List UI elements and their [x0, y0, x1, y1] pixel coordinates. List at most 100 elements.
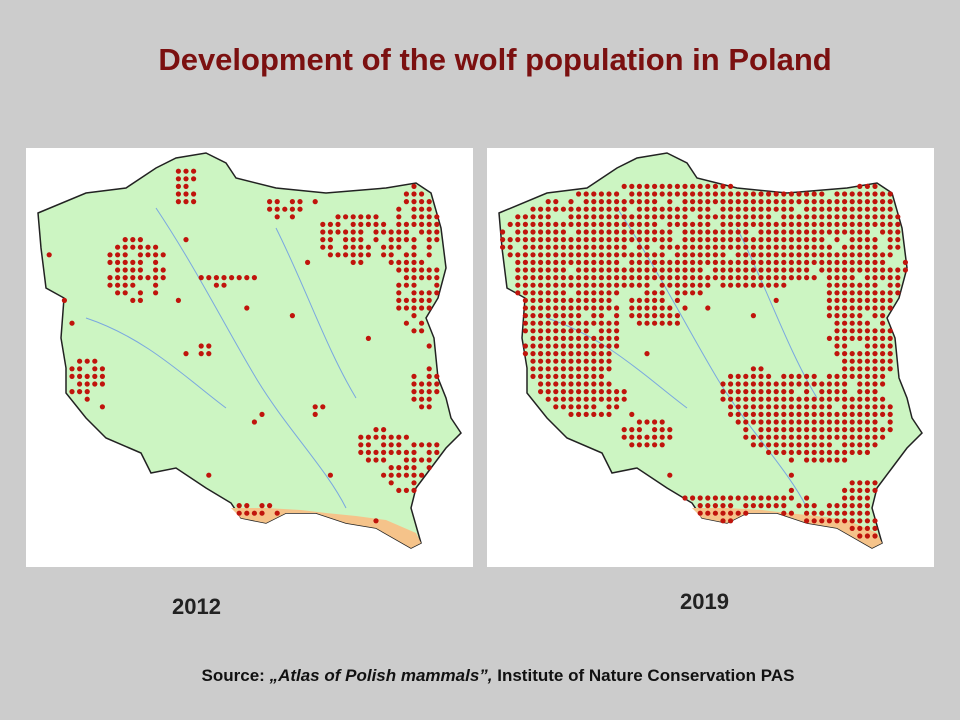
wolf-dot	[560, 221, 566, 227]
wolf-dot	[758, 237, 764, 243]
wolf-dot	[857, 503, 863, 509]
wolf-dot	[750, 259, 756, 265]
wolf-dot	[811, 518, 817, 524]
wolf-dot	[538, 297, 544, 303]
wolf-dot	[175, 297, 181, 303]
wolf-dot	[834, 503, 840, 509]
wolf-dot	[652, 419, 658, 425]
wolf-dot	[576, 335, 582, 341]
wolf-dot	[743, 214, 749, 220]
wolf-dot	[553, 404, 559, 410]
wolf-dot	[834, 191, 840, 197]
wolf-dot	[834, 229, 840, 235]
wolf-dot	[515, 267, 521, 273]
wolf-dot	[781, 396, 787, 402]
wolf-dot	[388, 449, 394, 455]
wolf-dot	[728, 495, 734, 501]
wolf-dot	[652, 229, 658, 235]
wolf-dot	[591, 381, 597, 387]
wolf-dot	[834, 320, 840, 326]
wolf-dot	[857, 480, 863, 486]
wolf-dot	[720, 221, 726, 227]
wolf-dot	[773, 381, 779, 387]
wolf-dot	[576, 351, 582, 357]
wolf-dot	[614, 229, 620, 235]
wolf-dot	[636, 259, 642, 265]
wolf-dot	[804, 449, 810, 455]
wolf-dot	[758, 434, 764, 440]
wolf-dot	[183, 183, 189, 189]
wolf-dot	[92, 366, 98, 372]
wolf-dot	[864, 282, 870, 288]
wolf-dot	[327, 472, 333, 478]
wolf-dot	[434, 275, 440, 281]
wolf-dot	[652, 252, 658, 258]
wolf-dot	[811, 510, 817, 516]
wolf-dot	[636, 229, 642, 235]
wolf-dot	[583, 252, 589, 258]
wolf-dot	[545, 290, 551, 296]
wolf-dot	[659, 290, 665, 296]
wolf-dot	[598, 358, 604, 364]
wolf-dot	[259, 411, 265, 417]
wolf-dot	[819, 221, 825, 227]
wolf-dot	[130, 237, 136, 243]
wolf-dot	[598, 221, 604, 227]
wolf-dot	[880, 275, 886, 281]
wolf-dot	[411, 373, 417, 379]
wolf-dot	[804, 206, 810, 212]
wolf-dot	[153, 252, 159, 258]
wolf-dot	[621, 267, 627, 273]
wolf-dot	[887, 221, 893, 227]
wolf-dot	[834, 290, 840, 296]
wolf-dot	[636, 214, 642, 220]
wolf-dot	[614, 343, 620, 349]
map-label: 2012	[172, 594, 221, 619]
wolf-dot	[576, 290, 582, 296]
wolf-dot	[712, 237, 718, 243]
wolf-dot	[500, 229, 506, 235]
wolf-dot	[515, 290, 521, 296]
wolf-dot	[811, 229, 817, 235]
wolf-dot	[781, 214, 787, 220]
wolf-dot	[153, 244, 159, 250]
wolf-dot	[545, 389, 551, 395]
wolf-dot	[289, 313, 295, 319]
wolf-dot	[614, 396, 620, 402]
wolf-dot	[826, 427, 832, 433]
wolf-dot	[872, 480, 878, 486]
wolf-dot	[804, 419, 810, 425]
wolf-dot	[538, 328, 544, 334]
wolf-dot	[667, 259, 673, 265]
wolf-dot	[880, 313, 886, 319]
wolf-dot	[659, 252, 665, 258]
wolf-dot	[614, 267, 620, 273]
wolf-dot	[598, 252, 604, 258]
wolf-dot	[758, 389, 764, 395]
wolf-dot	[674, 214, 680, 220]
wolf-dot	[864, 297, 870, 303]
wolf-dot	[84, 389, 90, 395]
wolf-dot	[77, 389, 83, 395]
wolf-dot	[872, 518, 878, 524]
wolf-dot	[591, 244, 597, 250]
wolf-dot	[857, 328, 863, 334]
wolf-dot	[872, 404, 878, 410]
wolf-dot	[728, 275, 734, 281]
wolf-dot	[872, 351, 878, 357]
wolf-dot	[591, 290, 597, 296]
wolf-dot	[674, 191, 680, 197]
wolf-dot	[887, 335, 893, 341]
wolf-dot	[591, 206, 597, 212]
wolf-dot	[887, 290, 893, 296]
wolf-dot	[568, 381, 574, 387]
wolf-dot	[137, 297, 143, 303]
wolf-dot	[583, 214, 589, 220]
wolf-dot	[568, 275, 574, 281]
wolf-dot	[403, 237, 409, 243]
wolf-dot	[84, 358, 90, 364]
wolf-dot	[419, 297, 425, 303]
wolf-dot	[606, 366, 612, 372]
wolf-dot	[576, 389, 582, 395]
wolf-dot	[545, 206, 551, 212]
